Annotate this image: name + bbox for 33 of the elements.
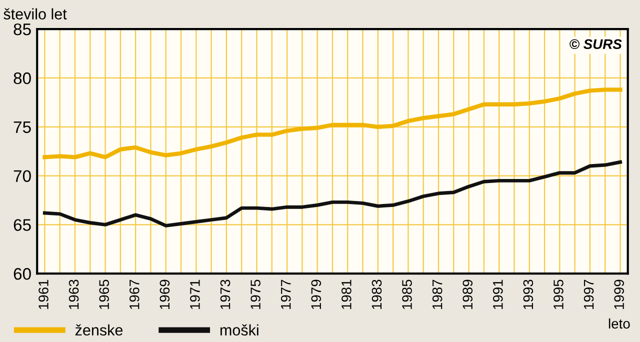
legend-label: ženske (75, 324, 123, 336)
x-tick-label: 1995 (554, 280, 564, 309)
y-tick-label: 60 (14, 268, 31, 280)
x-tick-label: 1985 (402, 280, 412, 309)
x-tick-label: 1997 (584, 280, 594, 309)
x-tick-label: 1983 (372, 280, 382, 309)
x-tick-label: 1971 (190, 280, 200, 309)
x-tick-label: 1965 (99, 280, 110, 309)
y-tick-label: 70 (14, 170, 31, 182)
x-tick-label: 1987 (432, 280, 442, 309)
y-tick-label: 80 (14, 72, 31, 84)
x-tick-label: 1975 (250, 280, 260, 309)
x-tick-label: 1993 (523, 280, 534, 309)
x-tick-label: 1963 (68, 280, 79, 309)
x-tick-label: 1967 (129, 280, 140, 309)
x-tick-label: 1973 (220, 280, 230, 309)
x-tick-label: 1969 (160, 280, 170, 309)
line-series (42, 88, 622, 160)
y-axis-title: število let (4, 8, 67, 20)
y-tick-label: 75 (14, 121, 31, 134)
legend-label: moški (220, 324, 258, 336)
x-tick-label: 1989 (462, 280, 473, 309)
line-series (42, 160, 622, 228)
y-tick-label: 85 (14, 23, 31, 36)
x-axis-title: leto (608, 318, 630, 329)
x-tick-label: 1991 (492, 280, 503, 309)
x-tick-label: 1977 (280, 280, 291, 309)
annotation: © SURS (570, 39, 622, 50)
x-tick-label: 1999 (614, 280, 624, 309)
x-tick-label: 1981 (342, 280, 352, 309)
x-tick-label: 1961 (38, 280, 48, 309)
x-tick-label: 1979 (311, 280, 322, 309)
y-tick-label: 65 (14, 219, 31, 231)
